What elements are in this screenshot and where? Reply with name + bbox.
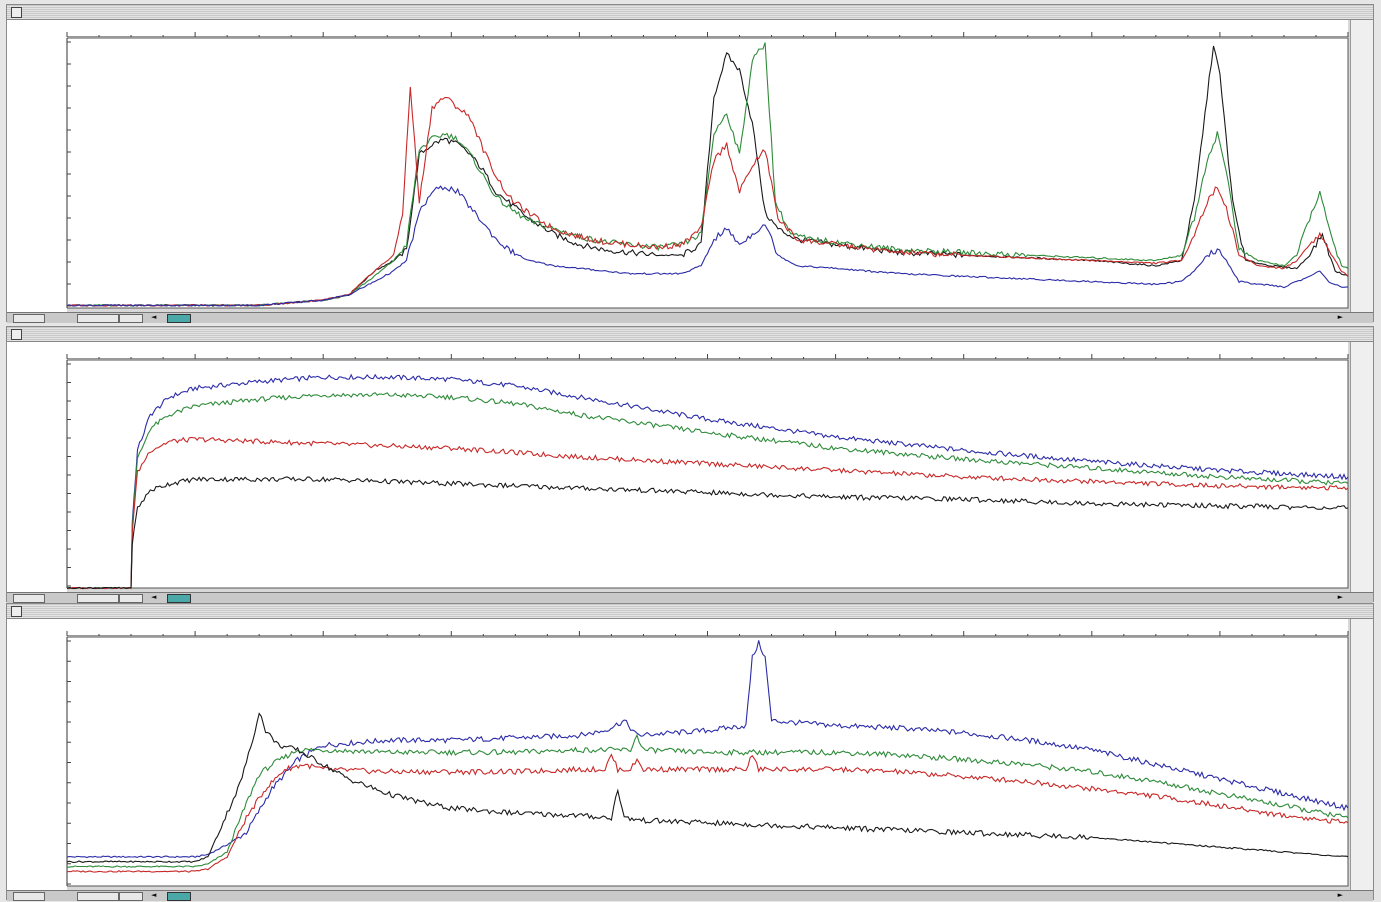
series-line <box>67 733 1349 868</box>
bottom-toolbar-1: ◄ ► <box>7 312 1373 323</box>
toolbar-tool-c[interactable] <box>119 314 143 323</box>
scroll-left-icon[interactable]: ◄ <box>151 891 157 899</box>
close-box-icon[interactable] <box>11 329 22 340</box>
x-ruler <box>67 619 1348 637</box>
y-axis-area <box>7 20 67 312</box>
series-line <box>66 753 1349 873</box>
toolbar-tool-c[interactable] <box>119 594 143 603</box>
scroll-left-icon[interactable]: ◄ <box>151 593 157 601</box>
scroll-left-icon[interactable]: ◄ <box>151 313 157 321</box>
series-line <box>66 436 1349 590</box>
series-line <box>66 640 1349 859</box>
series-line <box>66 373 1349 590</box>
scroll-thumb[interactable] <box>167 594 191 603</box>
y-axis-area <box>7 619 67 890</box>
scroll-thumb[interactable] <box>167 314 191 323</box>
chart-panel-1: ◄ ► <box>6 4 1374 323</box>
y-axis-area <box>7 342 67 592</box>
series-line <box>66 185 1349 307</box>
series-line <box>66 476 1349 590</box>
scroll-right-icon[interactable]: ► <box>1337 891 1343 899</box>
panel-titlebar-2[interactable] <box>7 327 1373 342</box>
vertical-scrollbar-1[interactable] <box>1350 20 1373 312</box>
vertical-scrollbar-2[interactable] <box>1350 342 1373 592</box>
toolbar-tool-b[interactable] <box>77 594 119 603</box>
close-box-icon[interactable] <box>11 7 22 18</box>
scroll-right-icon[interactable]: ► <box>1337 313 1343 321</box>
chart-panel-3: ◄ ► <box>6 603 1374 901</box>
panel-titlebar-3[interactable] <box>7 604 1373 619</box>
plot-background <box>66 359 1349 589</box>
series-line <box>67 392 1349 590</box>
series-line <box>66 86 1349 307</box>
chart-panel-2: ◄ ► <box>6 326 1374 603</box>
scroll-right-icon[interactable]: ► <box>1337 593 1343 601</box>
scroll-thumb[interactable] <box>167 892 191 901</box>
x-ruler <box>67 342 1348 360</box>
toolbar-tool-a[interactable] <box>13 314 45 323</box>
toolbar-tool-a[interactable] <box>13 594 45 603</box>
series-line <box>66 712 1349 864</box>
toolbar-tool-b[interactable] <box>77 892 119 901</box>
panel-titlebar-1[interactable] <box>7 5 1373 20</box>
toolbar-tool-a[interactable] <box>13 892 45 901</box>
x-ruler <box>67 20 1348 38</box>
plot-area-3 <box>7 619 1349 890</box>
close-box-icon[interactable] <box>11 606 22 617</box>
vertical-scrollbar-3[interactable] <box>1350 619 1373 890</box>
toolbar-tool-b[interactable] <box>77 314 119 323</box>
bottom-toolbar-2: ◄ ► <box>7 592 1373 603</box>
bottom-toolbar-3: ◄ ► <box>7 890 1373 901</box>
plot-area-2 <box>7 342 1349 592</box>
plot-background <box>66 636 1349 887</box>
toolbar-tool-c[interactable] <box>119 892 143 901</box>
plot-area-1 <box>7 20 1349 312</box>
